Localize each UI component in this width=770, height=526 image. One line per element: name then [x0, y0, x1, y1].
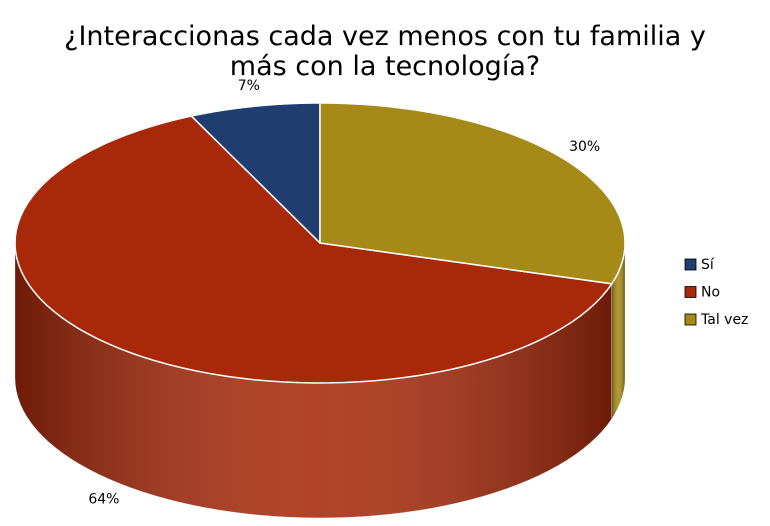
- legend-swatch: [684, 286, 697, 298]
- data-label: 64%: [88, 492, 119, 508]
- legend-label: No: [701, 285, 720, 301]
- slice: [319, 102, 626, 285]
- slice: [189, 102, 321, 245]
- legend-swatch: [684, 313, 697, 326]
- legend-label: Tal vez: [700, 312, 748, 328]
- slice: [14, 115, 614, 384]
- slice-side-shade: [611, 243, 625, 419]
- chart-title: ¿Interaccionas cada vez menos con tu fam…: [64, 21, 706, 82]
- slice-side-shade: [15, 243, 612, 518]
- data-label: 7%: [238, 78, 260, 94]
- legend-label: Sí: [701, 257, 715, 273]
- data-label: 30%: [569, 139, 600, 155]
- legend-swatch: [684, 258, 697, 271]
